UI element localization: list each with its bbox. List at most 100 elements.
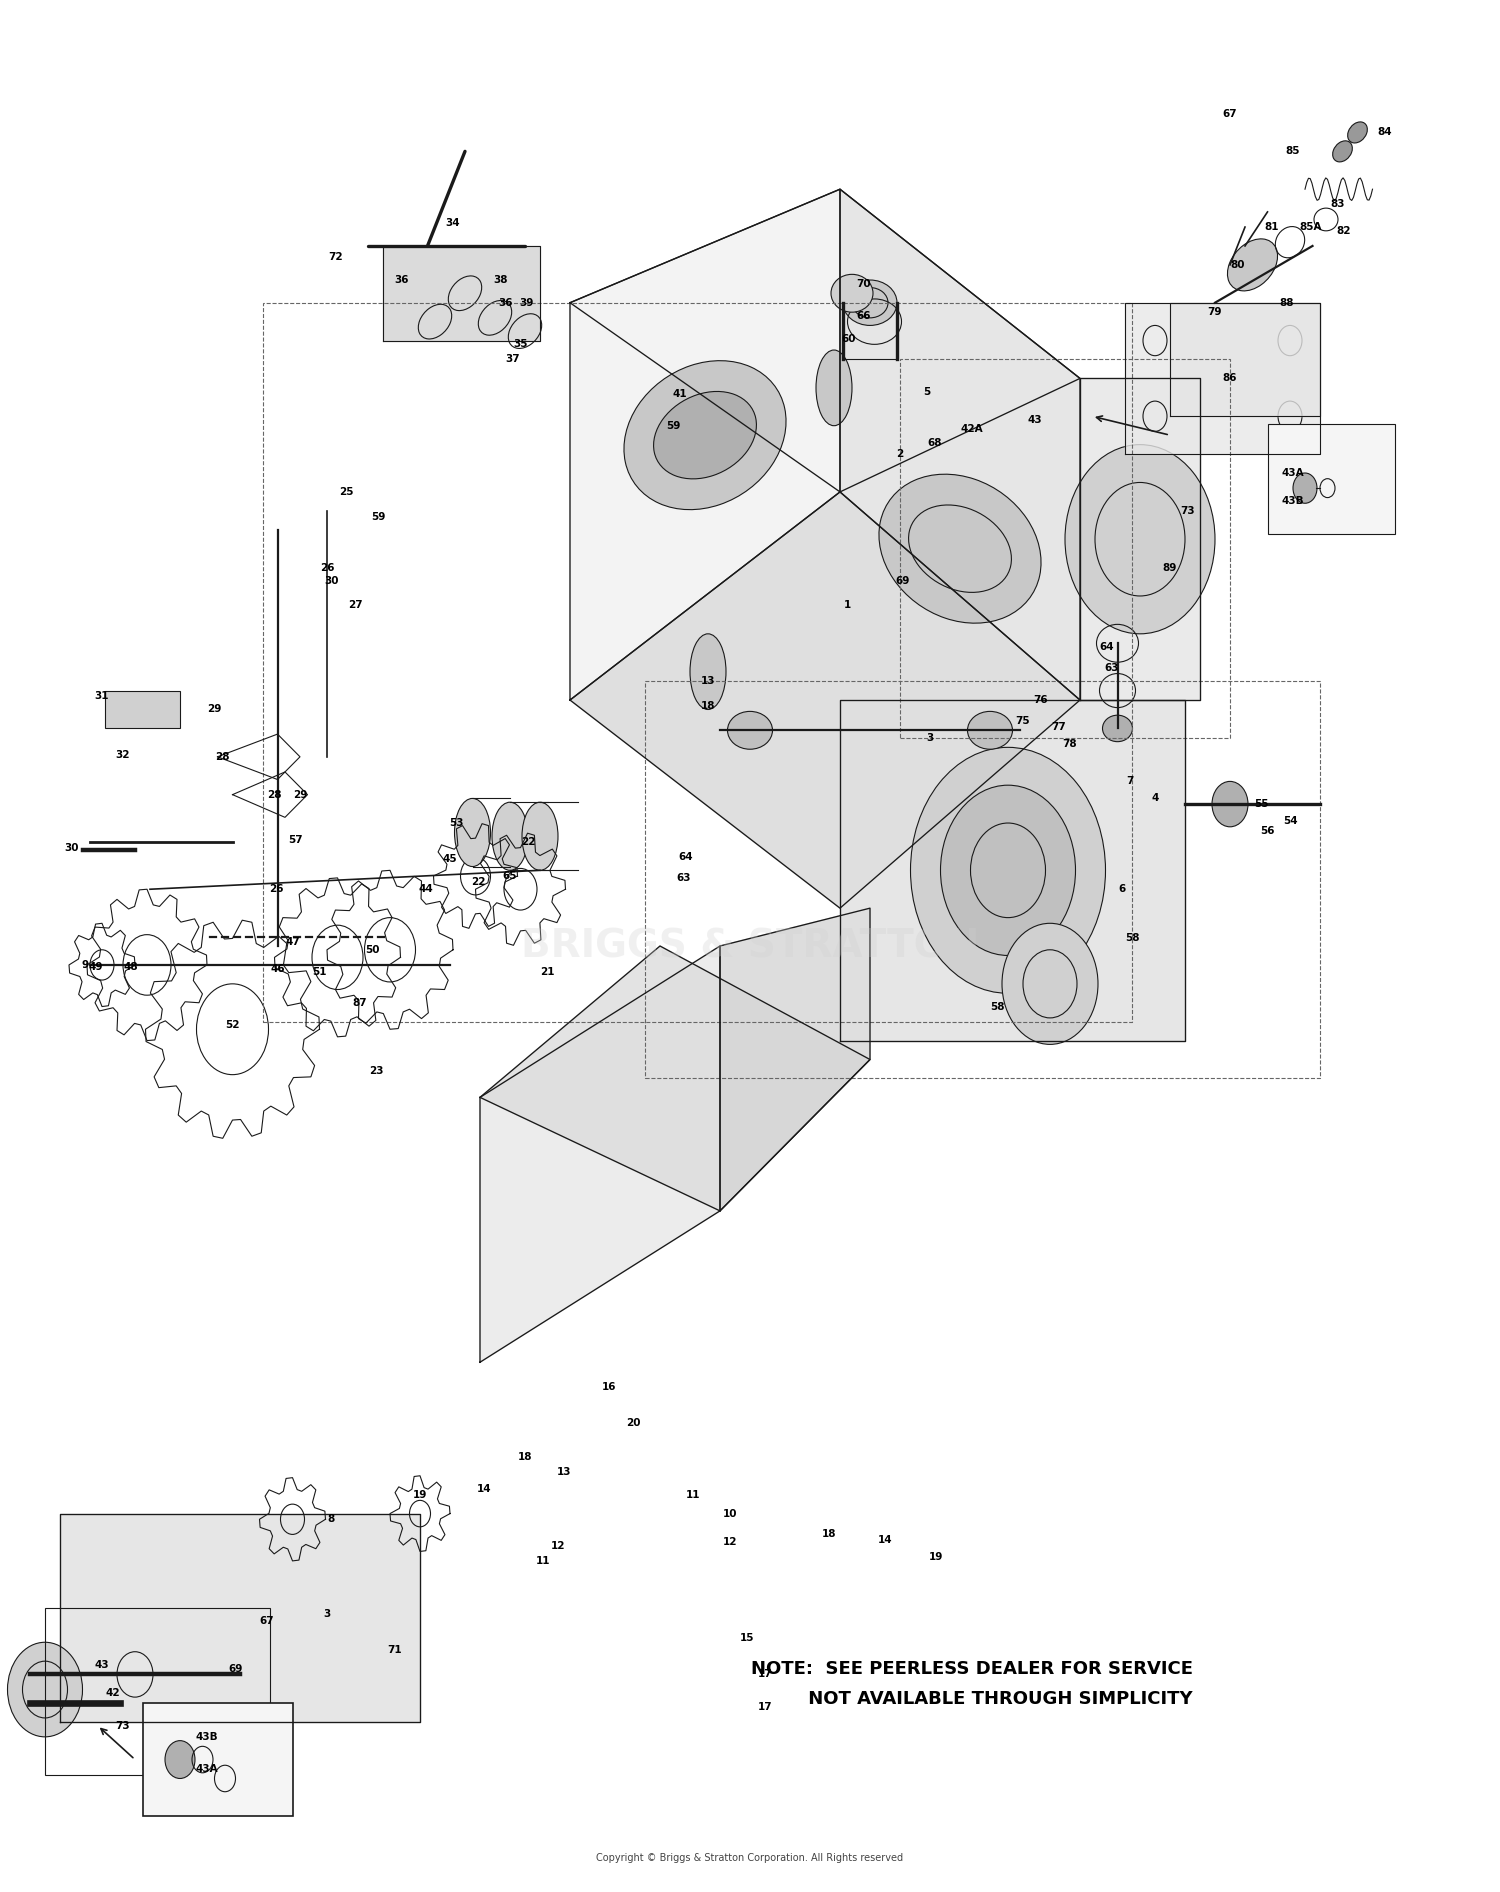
Text: 73: 73	[116, 1720, 130, 1731]
Text: 49: 49	[88, 961, 104, 972]
Polygon shape	[382, 246, 540, 341]
Text: 89: 89	[1162, 562, 1178, 573]
Text: 8: 8	[328, 1514, 334, 1525]
Ellipse shape	[492, 802, 528, 870]
Text: 67: 67	[1222, 108, 1238, 119]
Ellipse shape	[454, 798, 490, 867]
Text: 29: 29	[292, 789, 308, 800]
Text: 43A: 43A	[195, 1763, 219, 1775]
Text: 7: 7	[1126, 776, 1132, 787]
Text: 18: 18	[822, 1529, 837, 1540]
Text: 12: 12	[723, 1536, 738, 1548]
Polygon shape	[570, 189, 840, 700]
Text: 85: 85	[1286, 146, 1300, 157]
Text: 66: 66	[856, 310, 871, 322]
Ellipse shape	[1347, 121, 1368, 144]
Polygon shape	[1170, 303, 1320, 416]
Text: 36: 36	[394, 274, 410, 286]
Text: 35: 35	[513, 339, 528, 350]
Text: 22: 22	[520, 836, 536, 848]
Bar	[900, 359, 1230, 738]
Ellipse shape	[1002, 923, 1098, 1044]
Text: 3: 3	[324, 1608, 330, 1620]
Text: Copyright © Briggs & Stratton Corporation. All Rights reserved: Copyright © Briggs & Stratton Corporatio…	[597, 1852, 903, 1864]
Text: BRIGGS & STRATTON: BRIGGS & STRATTON	[520, 927, 980, 965]
Ellipse shape	[165, 1741, 195, 1778]
Text: 83: 83	[1330, 199, 1346, 210]
Ellipse shape	[1293, 473, 1317, 503]
Text: 18: 18	[700, 700, 715, 711]
Polygon shape	[1080, 378, 1200, 700]
Text: 27: 27	[348, 600, 363, 611]
Bar	[645, 681, 1320, 1078]
Ellipse shape	[1102, 715, 1132, 742]
Text: 43B: 43B	[195, 1731, 219, 1743]
Text: 14: 14	[878, 1534, 892, 1546]
Polygon shape	[720, 908, 870, 1211]
Text: 15: 15	[740, 1633, 754, 1644]
Text: 17: 17	[758, 1701, 772, 1712]
Text: 11: 11	[686, 1489, 700, 1500]
Text: 34: 34	[446, 218, 460, 229]
Text: 20: 20	[626, 1417, 640, 1428]
Text: 6: 6	[1119, 884, 1125, 895]
Text: 65: 65	[503, 870, 518, 882]
Text: 87: 87	[352, 997, 368, 1008]
Text: 5: 5	[924, 386, 930, 397]
Text: 38: 38	[494, 274, 508, 286]
Text: 36: 36	[498, 297, 513, 308]
Bar	[262, 303, 1132, 1022]
Text: 72: 72	[328, 252, 344, 263]
Text: 85A: 85A	[1299, 221, 1323, 233]
Text: 16: 16	[602, 1381, 616, 1393]
Ellipse shape	[1332, 140, 1353, 163]
Text: 43: 43	[94, 1659, 110, 1671]
Text: 70: 70	[856, 278, 871, 289]
Text: 59: 59	[666, 420, 681, 431]
Text: 86: 86	[1222, 373, 1238, 384]
Text: 64: 64	[1100, 641, 1114, 653]
Ellipse shape	[8, 1642, 82, 1737]
Text: NOTE:  SEE PEERLESS DEALER FOR SERVICE: NOTE: SEE PEERLESS DEALER FOR SERVICE	[752, 1659, 1192, 1678]
Text: 13: 13	[556, 1466, 572, 1478]
Text: 14: 14	[477, 1483, 492, 1495]
Ellipse shape	[843, 280, 897, 325]
Text: 29: 29	[207, 704, 222, 715]
Text: 37: 37	[506, 354, 520, 365]
Text: 80: 80	[1230, 259, 1245, 271]
Text: 84: 84	[1377, 127, 1392, 138]
Text: 51: 51	[312, 967, 327, 978]
Text: 2: 2	[897, 448, 903, 460]
Text: 64: 64	[678, 851, 693, 863]
Text: 23: 23	[369, 1065, 384, 1077]
Polygon shape	[840, 700, 1185, 1041]
Polygon shape	[60, 1514, 420, 1722]
Ellipse shape	[968, 711, 1012, 749]
Text: 76: 76	[1034, 694, 1048, 706]
Text: 19: 19	[928, 1551, 944, 1563]
Text: 73: 73	[1180, 505, 1196, 517]
Text: 81: 81	[1264, 221, 1280, 233]
Text: 44: 44	[419, 884, 434, 895]
Text: 69: 69	[228, 1663, 243, 1674]
Text: 69: 69	[896, 575, 910, 587]
Text: 10: 10	[723, 1508, 738, 1519]
Text: 13: 13	[700, 675, 715, 687]
Text: 58: 58	[990, 1001, 1005, 1012]
Ellipse shape	[728, 711, 772, 749]
Polygon shape	[840, 189, 1080, 700]
Text: 52: 52	[225, 1020, 240, 1031]
Bar	[45, 1608, 270, 1775]
Text: 54: 54	[1282, 815, 1298, 827]
Text: 60: 60	[842, 333, 856, 344]
Text: 26: 26	[268, 884, 284, 895]
Bar	[922, 1659, 1485, 1763]
Text: 32: 32	[116, 749, 130, 761]
Text: 78: 78	[1062, 738, 1077, 749]
Text: 42A: 42A	[960, 424, 984, 435]
Text: 63: 63	[676, 872, 692, 884]
Text: 21: 21	[540, 967, 555, 978]
Ellipse shape	[1212, 781, 1248, 827]
Text: 43A: 43A	[1281, 467, 1305, 479]
Text: 1: 1	[844, 600, 850, 611]
